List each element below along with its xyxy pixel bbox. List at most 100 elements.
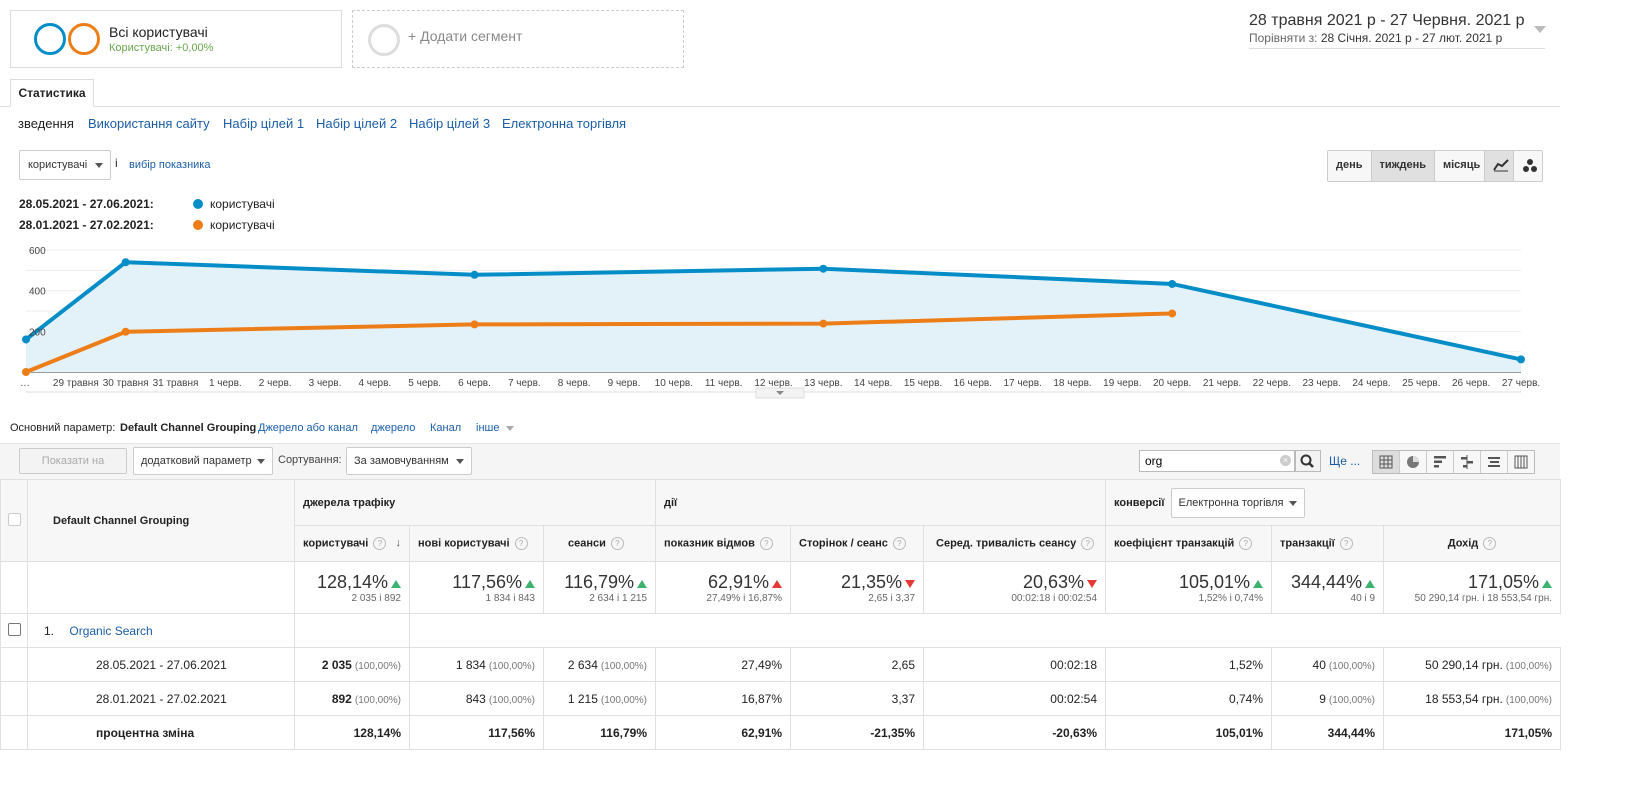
date-range-picker[interactable]: 28 травня 2021 р - 27 Червня. 2021 р Пор… bbox=[1249, 12, 1546, 49]
x-tick-label: 2 черв. bbox=[259, 378, 292, 389]
behavior-group-header: дії bbox=[655, 479, 1107, 526]
table-cell: 892 (100,00%) bbox=[294, 681, 410, 716]
subnav-goal-set-2[interactable]: Набір цілей 2 bbox=[316, 116, 398, 131]
dimension-medium[interactable]: Канал bbox=[430, 422, 462, 434]
comparison-view-icon[interactable] bbox=[1454, 451, 1481, 473]
x-tick-label: 24 черв. bbox=[1352, 378, 1390, 389]
subnav-ecommerce[interactable]: Електронна торгівля bbox=[502, 116, 627, 131]
col-users[interactable]: користувачі? ↓ bbox=[294, 525, 410, 562]
totals-change: 344,44% bbox=[1290, 571, 1363, 592]
report-table: Default Channel Grouping джерела трафіку… bbox=[0, 479, 1562, 750]
choose-metric-link[interactable]: вибір показника bbox=[129, 159, 211, 171]
period-week-button[interactable]: тиждень bbox=[1371, 151, 1435, 181]
row-checkbox-cell[interactable] bbox=[0, 613, 28, 648]
pivot-view-icon[interactable] bbox=[1508, 451, 1534, 473]
dimension-header[interactable]: Default Channel Grouping bbox=[27, 479, 295, 562]
organic-search-link[interactable]: Organic Search bbox=[69, 623, 153, 638]
row-empty-cell bbox=[0, 715, 28, 750]
help-icon[interactable]: ? bbox=[610, 537, 624, 550]
add-segment-button[interactable]: + Додати сегмент bbox=[352, 10, 684, 68]
cell-value: 18 553,54 грн. bbox=[1425, 691, 1503, 706]
help-icon[interactable]: ? bbox=[892, 537, 906, 550]
tab-statistics[interactable]: Статистика bbox=[10, 79, 94, 107]
col-revenue[interactable]: Дохід? bbox=[1383, 525, 1562, 562]
metric-select[interactable]: користувачі bbox=[19, 150, 111, 180]
table-view-icon[interactable] bbox=[1373, 451, 1400, 473]
arrow-up-green-icon bbox=[1253, 580, 1264, 589]
cell-value: 171,05% bbox=[1504, 725, 1553, 740]
help-icon[interactable]: ? bbox=[1339, 537, 1353, 550]
subnav-site-usage[interactable]: Використання сайту bbox=[88, 116, 210, 131]
table-cell: 3,37 bbox=[790, 681, 925, 716]
add-segment-label: + Додати сегмент bbox=[408, 28, 523, 44]
x-tick-label: 21 черв. bbox=[1203, 378, 1241, 389]
select-all-checkbox[interactable] bbox=[7, 512, 21, 526]
col-avg-session-duration[interactable]: Серед. тривалість сеансу? bbox=[923, 525, 1107, 562]
col-transaction-rate[interactable]: коефіцієнт транзакцій? bbox=[1105, 525, 1273, 562]
totals-compare-values: 00:02:18 і 00:02:54 bbox=[1011, 592, 1098, 604]
x-tick-label: 22 черв. bbox=[1253, 378, 1291, 389]
motion-chart-icon[interactable] bbox=[1514, 151, 1542, 181]
totals-compare-values: 50 290,14 грн. і 18 553,54 грн. bbox=[1414, 592, 1553, 604]
col-bounce-rate[interactable]: показник відмов? bbox=[655, 525, 792, 562]
line-chart-icon[interactable] bbox=[1485, 151, 1514, 181]
data-point-previous bbox=[1168, 309, 1177, 318]
plot-rows-button[interactable]: Показати на діаграмі bbox=[19, 448, 127, 491]
col-new-users[interactable]: нові користувачі? bbox=[409, 525, 544, 562]
help-icon[interactable]: ? bbox=[1081, 537, 1095, 550]
cell-value: 892 bbox=[331, 691, 352, 706]
totals-cell: 20,63% 00:02:18 і 00:02:54 bbox=[923, 561, 1107, 614]
series-area-current bbox=[26, 262, 1521, 372]
help-icon[interactable]: ? bbox=[373, 537, 387, 550]
dimension-source[interactable]: джерело bbox=[371, 422, 416, 434]
col-transaction-rate-label: коефіцієнт транзакцій bbox=[1114, 537, 1235, 550]
sort-down-arrow-icon[interactable]: ↓ bbox=[395, 537, 402, 549]
sort-select[interactable]: За замовчуванням bbox=[346, 447, 472, 475]
cell-value: 843 bbox=[465, 691, 486, 706]
totals-cell: 128,14% 2 035 і 892 bbox=[294, 561, 410, 614]
cell-value: 50 290,14 грн. bbox=[1425, 657, 1503, 672]
help-icon[interactable]: ? bbox=[514, 537, 528, 550]
term-cloud-view-icon[interactable] bbox=[1481, 451, 1508, 473]
segment-ring-orange-icon bbox=[68, 23, 100, 55]
col-transactions[interactable]: транзакції? bbox=[1271, 525, 1385, 562]
totals-change: 116,79% bbox=[564, 571, 635, 592]
pie-view-icon[interactable] bbox=[1400, 451, 1427, 473]
totals-row: 128,14% 2 035 і 892 117,56% 1 834 і 843 116,… bbox=[0, 561, 1562, 614]
subnav-summary[interactable]: зведення bbox=[18, 116, 74, 131]
help-icon[interactable]: ? bbox=[1239, 537, 1253, 550]
more-link[interactable]: Ще ... bbox=[1329, 454, 1361, 468]
table-cell: 105,01% bbox=[1105, 715, 1273, 750]
table-cell: 40 (100,00%) bbox=[1271, 647, 1385, 682]
col-pages-per-session[interactable]: Сторінок / сеанс? bbox=[790, 525, 925, 562]
metric-info-icon[interactable]: i bbox=[115, 156, 118, 170]
help-icon[interactable]: ? bbox=[759, 537, 773, 550]
subnav-goal-set-3[interactable]: Набір цілей 3 bbox=[409, 116, 491, 131]
row-checkbox[interactable] bbox=[7, 622, 21, 636]
totals-cell: 105,01% 1,52% і 0,74% bbox=[1105, 561, 1273, 614]
x-tick-label: 20 черв. bbox=[1153, 378, 1191, 389]
performance-view-icon[interactable] bbox=[1427, 451, 1454, 473]
arrow-up-green-icon bbox=[1542, 580, 1553, 589]
date-chevron-down-icon bbox=[1534, 26, 1546, 33]
dimension-default-channel-grouping[interactable]: Default Channel Grouping bbox=[120, 422, 257, 434]
period-day-button[interactable]: день bbox=[1328, 151, 1372, 181]
segment-all-users[interactable]: Всі користувачі Користувачі: +0,00% bbox=[10, 10, 342, 68]
x-tick-label: 4 черв. bbox=[358, 378, 391, 389]
select-all-cell[interactable] bbox=[0, 479, 28, 562]
dimension-source-medium[interactable]: Джерело або канал bbox=[258, 422, 358, 434]
x-tick-label: 11 черв. bbox=[705, 378, 743, 389]
clear-search-icon[interactable]: × bbox=[1280, 455, 1291, 466]
search-button[interactable] bbox=[1295, 450, 1321, 472]
subnav-goal-set-1[interactable]: Набір цілей 1 bbox=[223, 116, 305, 131]
table-row: процентна зміна 128,14% 117,56% 116,79% 62,… bbox=[0, 715, 1562, 750]
table-search-input[interactable] bbox=[1139, 450, 1295, 472]
conversion-type-select[interactable]: Електронна торгівля bbox=[1170, 487, 1305, 518]
secondary-dimension-select[interactable]: додатковий параметр bbox=[133, 447, 273, 475]
segment-subtitle: Користувачі: +0,00% bbox=[109, 42, 214, 54]
dimension-other[interactable]: інше bbox=[476, 422, 514, 434]
cell-value: 116,79% bbox=[600, 725, 648, 740]
help-icon[interactable]: ? bbox=[1483, 537, 1497, 550]
period-month-button[interactable]: місяць bbox=[1434, 151, 1489, 181]
col-sessions[interactable]: сеанси? bbox=[542, 525, 657, 562]
